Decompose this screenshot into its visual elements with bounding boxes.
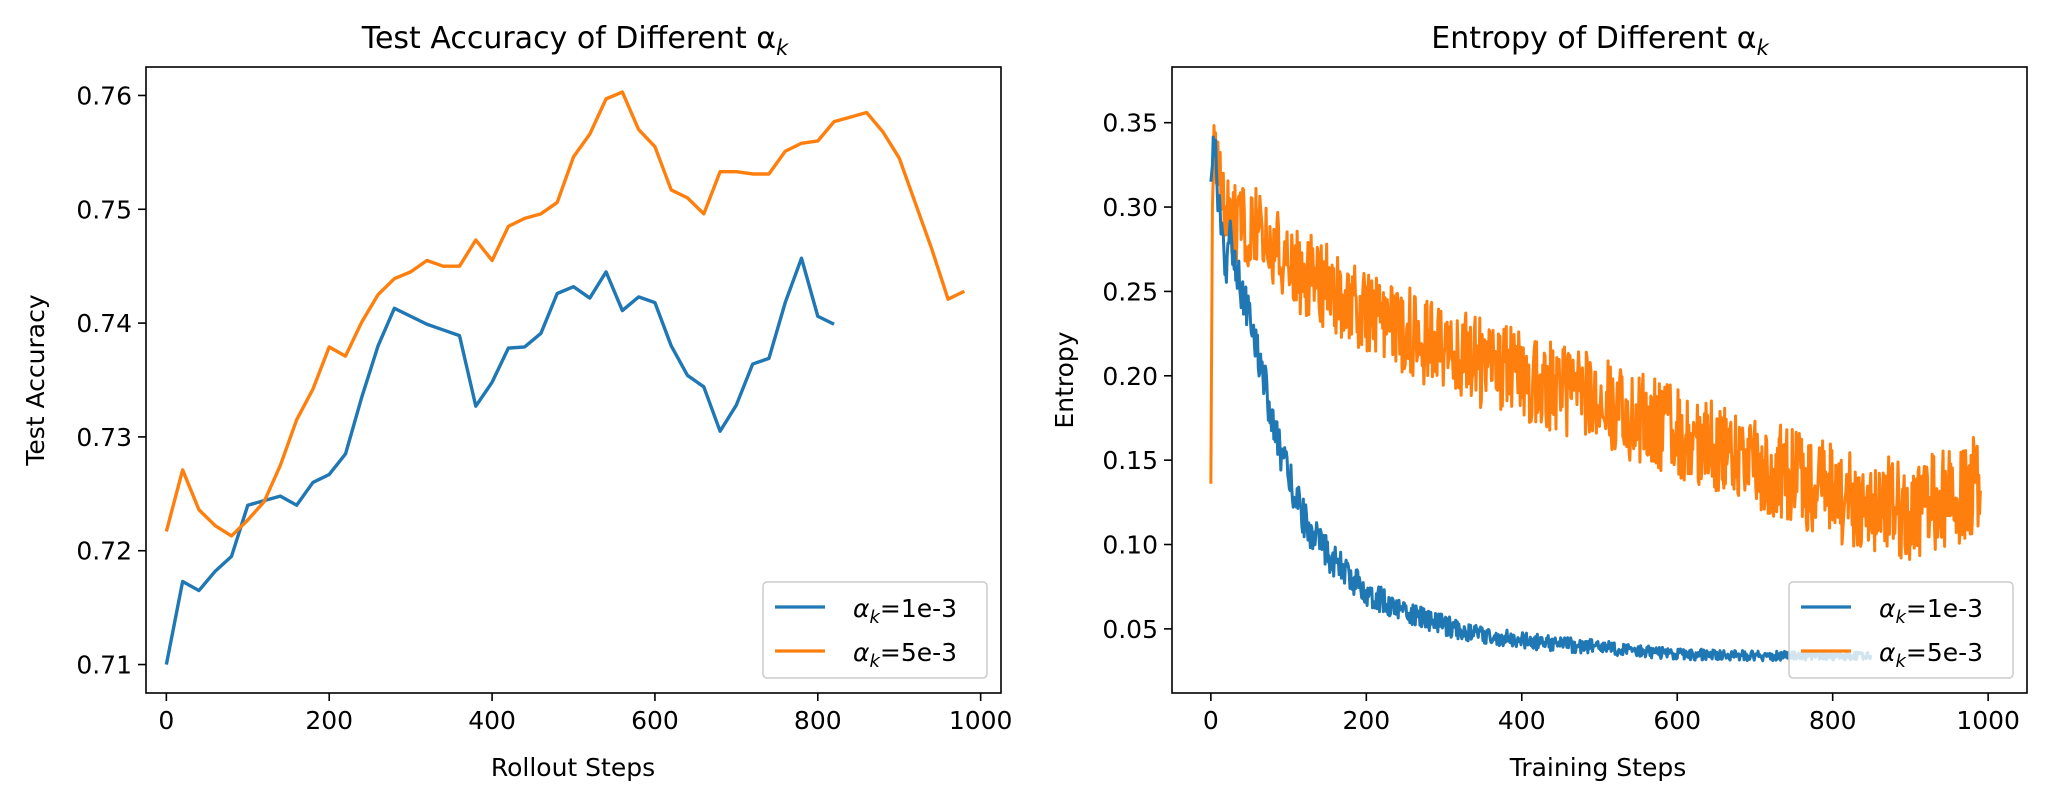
chart-title: Test Accuracy of Different αk bbox=[361, 21, 789, 60]
series-line-2 bbox=[164, 90, 966, 538]
accuracy-chart: Test Accuracy of Different αk 0 200 400 600… bbox=[21, 21, 1012, 782]
y-tick-label: 0.71 bbox=[76, 651, 132, 680]
legend: αk=1e-3 αk=5e-3 bbox=[1788, 581, 2014, 679]
x-tick-label: 800 bbox=[794, 706, 842, 735]
x-tick-label: 200 bbox=[305, 706, 353, 735]
x-tick-label: 200 bbox=[1342, 706, 1390, 735]
axes-frame bbox=[1171, 66, 2028, 694]
x-tick-label: 400 bbox=[1498, 706, 1546, 735]
x-axis-label: Training Steps bbox=[1509, 753, 1687, 782]
axes-frame bbox=[145, 66, 1002, 694]
legend-label-series-1: αk=1e-3 bbox=[853, 594, 957, 628]
legend-label-series-2: αk=5e-3 bbox=[853, 638, 957, 672]
y-tick-label: 0.30 bbox=[1102, 193, 1158, 222]
y-tick-label: 0.76 bbox=[76, 81, 132, 110]
y-tick-label: 0.15 bbox=[1102, 446, 1158, 475]
series-line-2 bbox=[1209, 124, 1982, 561]
y-tick-label: 0.10 bbox=[1102, 531, 1158, 560]
series-line-1 bbox=[164, 256, 835, 665]
x-tick-label: 0 bbox=[158, 706, 174, 735]
y-tick-label: 0.74 bbox=[76, 309, 132, 338]
y-tick-label: 0.25 bbox=[1102, 277, 1158, 306]
y-axis: 0.71 0.72 0.73 0.74 0.75 0.76 bbox=[76, 81, 146, 680]
y-axis-label: Entropy bbox=[1050, 331, 1079, 428]
entropy-chart: Entropy of Different αk 0 200 400 600 800 100… bbox=[1050, 21, 2028, 782]
series-line-1 bbox=[1209, 135, 1873, 663]
x-tick-label: 0 bbox=[1203, 706, 1219, 735]
plot-area bbox=[1209, 124, 1982, 663]
x-axis-label: Rollout Steps bbox=[491, 753, 655, 782]
x-tick-label: 1000 bbox=[949, 706, 1013, 735]
chart-title: Entropy of Different αk bbox=[1431, 21, 1769, 60]
y-axis-label: Test Accuracy bbox=[21, 294, 50, 467]
legend-label-series-2: αk=5e-3 bbox=[1879, 638, 1983, 672]
x-tick-label: 800 bbox=[1809, 706, 1857, 735]
plot-area bbox=[164, 90, 966, 665]
x-tick-label: 600 bbox=[1653, 706, 1701, 735]
y-tick-label: 0.05 bbox=[1102, 615, 1158, 644]
x-axis: 0 200 400 600 800 1000 bbox=[158, 693, 1012, 735]
y-tick-label: 0.75 bbox=[76, 195, 132, 224]
x-tick-label: 1000 bbox=[1956, 706, 2020, 735]
y-tick-label: 0.72 bbox=[76, 537, 132, 566]
y-axis: 0.05 0.10 0.15 0.20 0.25 0.30 0.35 bbox=[1102, 109, 1172, 644]
legend: αk=1e-3 αk=5e-3 bbox=[762, 581, 988, 679]
x-axis: 0 200 400 600 800 1000 bbox=[1203, 693, 2020, 735]
y-tick-label: 0.73 bbox=[76, 423, 132, 452]
y-tick-label: 0.35 bbox=[1102, 109, 1158, 138]
x-tick-label: 600 bbox=[631, 706, 679, 735]
x-tick-label: 400 bbox=[468, 706, 516, 735]
y-tick-label: 0.20 bbox=[1102, 362, 1158, 391]
legend-label-series-1: αk=1e-3 bbox=[1879, 594, 1983, 628]
